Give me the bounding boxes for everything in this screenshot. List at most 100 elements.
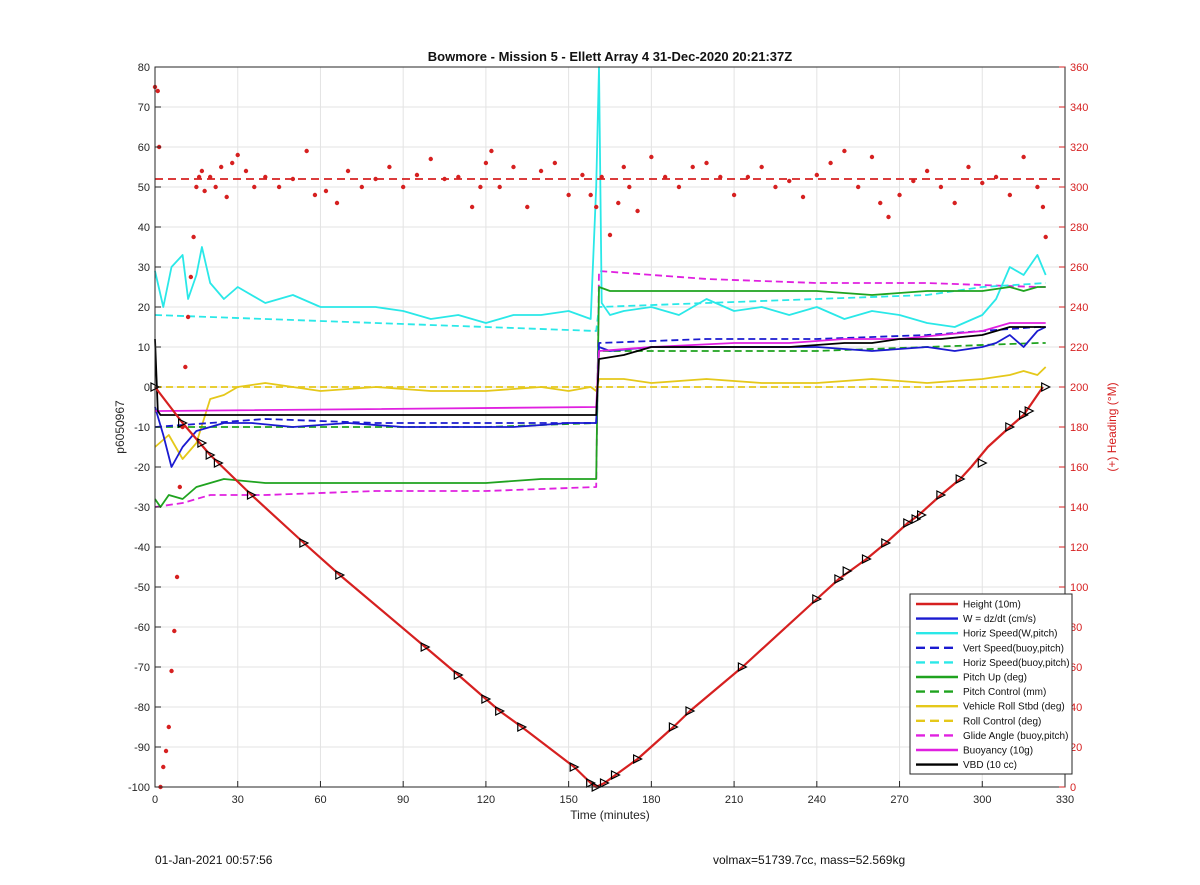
heading-point — [952, 200, 957, 206]
series-layer — [154, 66, 1047, 789]
x-tick-label: 0 — [152, 794, 158, 806]
dive-marker — [178, 418, 188, 428]
dive-marker — [955, 474, 966, 484]
heading-point — [511, 164, 516, 170]
heading-point — [230, 160, 235, 166]
dive-marker — [685, 706, 696, 716]
dive-marker — [481, 694, 492, 704]
dive-marker — [1018, 410, 1029, 420]
footer-volmax-mass: volmax=51739.7cc, mass=52.569kg — [713, 853, 906, 867]
y2-tick-label: 40 — [1070, 702, 1082, 714]
y-tick-label: -100 — [128, 782, 150, 794]
heading-point — [1035, 184, 1040, 190]
heading-point — [172, 628, 177, 634]
heading-point — [773, 184, 778, 190]
dive-marker — [495, 706, 506, 716]
x-tick-label: 150 — [559, 794, 577, 806]
heading-point — [373, 176, 378, 182]
dive-marker — [586, 778, 597, 788]
heading-point — [163, 748, 169, 754]
heading-point — [594, 204, 599, 210]
heading-point — [676, 184, 682, 190]
heading-point — [607, 232, 613, 238]
legend-entry: W = dz/dt (cm/s) — [963, 614, 1036, 625]
legend-entry: Buoyancy (10g) — [963, 746, 1033, 757]
heading-point — [924, 168, 930, 174]
y2-tick-label: 180 — [1070, 422, 1088, 434]
legend-entry: Horiz Speed(W,pitch) — [963, 629, 1057, 640]
y2-tick-label: 140 — [1070, 502, 1088, 514]
dive-marker — [842, 566, 853, 576]
heading-point — [552, 160, 558, 166]
heading-point — [938, 184, 944, 190]
dive-marker — [610, 770, 621, 780]
heading-point — [483, 160, 489, 166]
heading-point — [731, 192, 737, 198]
y2-tick-label: 200 — [1070, 382, 1088, 394]
series-line-9 — [154, 270, 1046, 508]
heading-point — [196, 174, 202, 180]
legend-entry: Height (10m) — [963, 600, 1021, 611]
heading-point — [621, 164, 626, 170]
heading-point — [704, 160, 709, 166]
heading-point — [993, 174, 999, 180]
y2-tick-label: 360 — [1070, 62, 1088, 74]
heading-point — [199, 168, 205, 174]
x-tick-label: 240 — [808, 794, 826, 806]
heading-point — [155, 88, 160, 94]
y2-tick-label: 20 — [1070, 742, 1082, 754]
x-tick-label: 180 — [642, 794, 660, 806]
heading-point — [1043, 234, 1048, 240]
dive-marker — [420, 642, 431, 652]
heading-point — [334, 200, 340, 206]
heading-point — [213, 184, 218, 190]
dive-marker — [197, 438, 208, 448]
heading-point — [662, 174, 668, 180]
y-tick-label: -80 — [134, 702, 150, 714]
heading-point — [235, 152, 240, 158]
legend-entry: VBD (10 cc) — [963, 760, 1017, 771]
series-line-0 — [154, 386, 1044, 789]
y2-tick-label: 60 — [1070, 662, 1082, 674]
y2-tick-label: 280 — [1070, 222, 1088, 234]
legend-entry: Roll Control (deg) — [963, 716, 1041, 727]
x-tick-label: 120 — [477, 794, 495, 806]
heading-point — [814, 172, 820, 178]
heading-point — [489, 148, 494, 154]
heading-point — [290, 176, 296, 182]
heading-point — [243, 168, 249, 174]
legend-entry: Pitch Up (deg) — [963, 673, 1027, 684]
y2-tick-label: 260 — [1070, 262, 1088, 274]
x-tick-label: 30 — [232, 794, 244, 806]
heading-point — [169, 668, 174, 674]
heading-point — [759, 164, 764, 170]
heading-point — [428, 156, 433, 162]
footer-timestamp: 01-Jan-2021 00:57:56 — [155, 853, 273, 867]
chart-title: Bowmore - Mission 5 - Ellett Array 4 31-… — [428, 49, 792, 64]
heading-point — [387, 164, 392, 170]
dive-marker — [668, 722, 679, 732]
heading-point — [276, 184, 282, 190]
heading-point — [323, 188, 329, 194]
y2-axis-label: (+) Heading (°M) — [1105, 382, 1119, 471]
heading-point — [185, 314, 191, 320]
y-tick-label: -50 — [134, 582, 150, 594]
heading-point — [538, 168, 544, 174]
series-line-2 — [154, 66, 1047, 328]
heading-point — [966, 164, 971, 170]
heading-point — [566, 192, 571, 198]
series-line-11 — [154, 326, 1046, 416]
heading-point — [166, 724, 171, 730]
y2-tick-label: 340 — [1070, 102, 1088, 114]
y2-tick-label: 320 — [1070, 142, 1088, 154]
x-axis-label: Time (minutes) — [570, 808, 650, 822]
dive-marker — [903, 518, 914, 528]
y-tick-label: 50 — [138, 182, 150, 194]
dive-marker — [1024, 406, 1035, 416]
heading-point — [1040, 204, 1046, 210]
dive-marker — [881, 538, 892, 548]
y-tick-label: -60 — [134, 622, 150, 634]
heading-point — [828, 160, 833, 166]
dive-marker — [916, 510, 927, 520]
